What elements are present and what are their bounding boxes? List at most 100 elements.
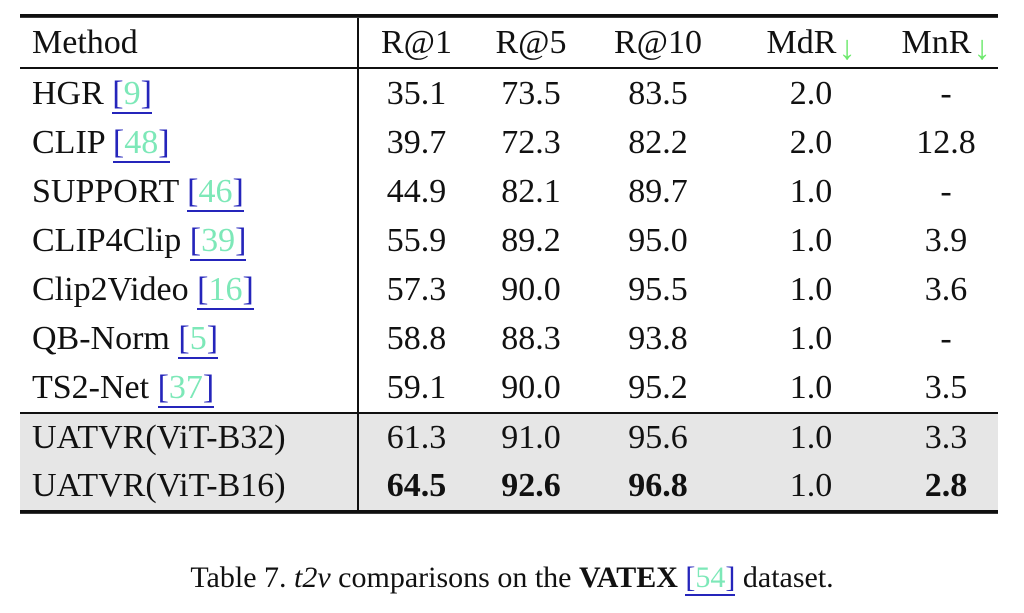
caption-dataset-name: VATEX (578, 561, 678, 594)
method-cell: CLIP4Clip [39] (20, 216, 359, 265)
value-cell: 1.0 (789, 173, 833, 210)
method-cell: Clip2Video [16] (20, 265, 359, 314)
results-table: Method R@1 R@5 R@10 MdR↓ MnR↓ HGR [9] 35… (20, 18, 998, 510)
col-mdr: MdR↓ (728, 18, 894, 69)
col-mnr-label: MnR (901, 23, 972, 61)
method-name: SUPPORT (32, 173, 179, 210)
value-cell: 1.0 (789, 320, 833, 357)
value-cell: 95.6 (588, 412, 728, 462)
table-row: CLIP4Clip [39] 55.9 89.2 95.0 1.0 3.9 (20, 216, 998, 265)
value-cell: 3.6 (924, 271, 968, 308)
value-cell: - (940, 75, 952, 112)
citation-link[interactable]: [54] (685, 561, 736, 596)
value-cell: 91.0 (474, 412, 588, 462)
value-cell: 90.0 (501, 271, 561, 308)
value-cell: 1.0 (789, 222, 833, 259)
value-cell: 3.9 (924, 222, 968, 259)
citation-link[interactable]: [46] (187, 173, 244, 212)
col-mdr-label: MdR (766, 23, 837, 61)
table-bottom-rule (20, 510, 998, 514)
method-name: Clip2Video (32, 271, 189, 308)
value-cell: 3.5 (924, 369, 968, 406)
value-cell: 82.2 (628, 124, 688, 161)
table-row-uatvr-b32: UATVR(ViT-B32) 61.3 91.0 95.6 1.0 3.3 (20, 412, 998, 462)
value-cell: 1.0 (728, 462, 894, 510)
table-header: Method R@1 R@5 R@10 MdR↓ MnR↓ (20, 18, 998, 69)
value-cell: 2.0 (789, 124, 833, 161)
value-cell: 1.0 (789, 369, 833, 406)
citation-link[interactable]: [48] (112, 124, 170, 163)
value-cell: 89.2 (501, 222, 561, 259)
col-r1: R@1 (358, 18, 474, 69)
value-cell: 95.5 (628, 271, 688, 308)
method-name: QB-Norm (32, 320, 170, 357)
value-cell: 83.5 (628, 75, 688, 112)
col-mnr: MnR↓ (894, 18, 998, 69)
down-arrow-icon: ↓ (838, 29, 856, 67)
value-cell: 35.1 (386, 75, 447, 112)
value-cell: 59.1 (386, 369, 447, 406)
value-cell: 95.0 (628, 222, 688, 259)
value-cell: 39.7 (386, 124, 447, 161)
value-cell: 72.3 (501, 124, 561, 161)
value-cell: 61.3 (358, 412, 474, 462)
method-cell: UATVR(ViT-B32) (20, 412, 359, 462)
citation-link[interactable]: [9] (112, 75, 152, 114)
caption-middle: comparisons on the (338, 561, 572, 594)
value-cell: - (940, 173, 952, 210)
col-r5: R@5 (474, 18, 588, 69)
method-name: HGR (32, 75, 104, 112)
caption-suffix: dataset. (742, 561, 834, 594)
value-cell: 55.9 (386, 222, 447, 259)
value-cell: 96.8 (588, 462, 728, 510)
table-top-rule (20, 14, 998, 18)
citation-link[interactable]: [39] (189, 222, 247, 261)
citation-link[interactable]: [16] (197, 271, 254, 310)
value-cell: 1.0 (789, 271, 833, 308)
table-row: SUPPORT [46] 44.9 82.1 89.7 1.0 - (20, 167, 998, 216)
table-row: TS2-Net [37] 59.1 90.0 95.2 1.0 3.5 (20, 363, 998, 413)
col-r10: R@10 (588, 18, 728, 69)
col-method: Method (20, 18, 359, 69)
table-row: CLIP [48] 39.7 72.3 82.2 2.0 12.8 (20, 118, 998, 167)
method-name: CLIP (32, 124, 105, 161)
value-cell: 3.3 (894, 412, 998, 462)
value-cell: 2.0 (789, 75, 833, 112)
value-cell: 73.5 (501, 75, 561, 112)
value-cell: 44.9 (386, 173, 447, 210)
method-name: TS2-Net (32, 369, 150, 406)
value-cell: 2.8 (894, 462, 998, 510)
table-row: Clip2Video [16] 57.3 90.0 95.5 1.0 3.6 (20, 265, 998, 314)
value-cell: 82.1 (501, 173, 561, 210)
caption-italic-term: t2v (294, 561, 331, 594)
table-row: HGR [9] 35.1 73.5 83.5 2.0 - (20, 68, 998, 118)
value-cell: 64.5 (358, 462, 474, 510)
method-cell: CLIP [48] (20, 118, 359, 167)
table-caption: Table 7. t2v comparisons on the VATEX [5… (0, 560, 1024, 596)
method-cell: HGR [9] (20, 68, 359, 118)
value-cell: 95.2 (628, 369, 688, 406)
value-cell: 58.8 (386, 320, 447, 357)
value-cell: - (940, 320, 952, 357)
value-cell: 88.3 (501, 320, 561, 357)
citation-link[interactable]: [37] (157, 369, 215, 408)
value-cell: 93.8 (628, 320, 688, 357)
value-cell: 89.7 (628, 173, 688, 210)
value-cell: 12.8 (916, 124, 976, 161)
table-row-uatvr-b16: UATVR(ViT-B16) 64.5 92.6 96.8 1.0 2.8 (20, 462, 998, 510)
caption-prefix: Table 7. (190, 561, 287, 594)
results-table-wrap: Method R@1 R@5 R@10 MdR↓ MnR↓ HGR [9] 35… (20, 14, 998, 514)
method-name: CLIP4Clip (32, 222, 182, 259)
down-arrow-icon: ↓ (973, 29, 991, 67)
table-row: QB-Norm [5] 58.8 88.3 93.8 1.0 - (20, 314, 998, 363)
value-cell: 92.6 (474, 462, 588, 510)
method-cell: QB-Norm [5] (20, 314, 359, 363)
table-body: HGR [9] 35.1 73.5 83.5 2.0 - CLIP [48] 3… (20, 68, 998, 510)
method-cell: TS2-Net [37] (20, 363, 359, 413)
value-cell: 57.3 (386, 271, 447, 308)
method-cell: UATVR(ViT-B16) (20, 462, 359, 510)
header-row: Method R@1 R@5 R@10 MdR↓ MnR↓ (20, 18, 998, 69)
value-cell: 90.0 (501, 369, 561, 406)
citation-link[interactable]: [5] (178, 320, 219, 359)
